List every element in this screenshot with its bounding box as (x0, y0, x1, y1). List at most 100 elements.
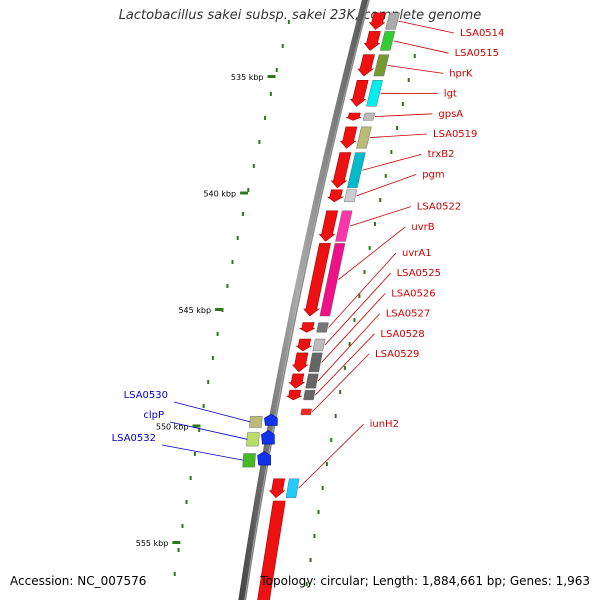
label-leader (374, 113, 433, 118)
label-leader (298, 423, 364, 489)
kbp-tick-label: 545 kbp (178, 306, 211, 315)
guide-dot (384, 174, 387, 178)
cds-arrow-forward (257, 451, 271, 466)
gene-label-pgm[interactable]: pgm (422, 169, 444, 180)
kbp-tick (172, 541, 181, 544)
gene-label-iunh2[interactable]: iunH2 (370, 419, 399, 430)
gene-lsa0514[interactable] (385, 12, 400, 30)
backbone-line (238, 0, 369, 600)
cds-arrow (291, 352, 309, 373)
guide-dot (353, 318, 356, 322)
gene-clpp[interactable] (246, 432, 260, 447)
gene-lsa0529[interactable] (300, 408, 312, 416)
guide-dot (247, 188, 250, 192)
cds-arrow (346, 112, 362, 121)
guide-dot (281, 44, 284, 48)
gene-label-lsa0522[interactable]: LSA0522 (417, 202, 461, 213)
gene-lsa0526[interactable] (308, 352, 323, 373)
kbp-tick-label: 535 kbp (231, 73, 264, 82)
cds-arrow-forward (261, 430, 275, 445)
gene-lgt[interactable] (366, 80, 383, 107)
label-leader (398, 20, 455, 34)
gene-lsa0522[interactable] (335, 210, 353, 242)
cds-arrow-forward (264, 413, 278, 426)
gene-lsa0519[interactable] (356, 126, 372, 149)
guide-dot (325, 462, 328, 466)
cds-arrow (368, 12, 386, 30)
gene-label-lsa0527[interactable]: LSA0527 (386, 309, 430, 320)
gene-label-lsa0514[interactable]: LSA0514 (460, 28, 504, 39)
gene-label-uvra1[interactable]: uvrA1 (402, 248, 432, 259)
guide-dot (396, 126, 399, 130)
cds-arrow (326, 189, 344, 203)
topology-text: Topology: circular; Length: 1,884,661 bp… (260, 574, 590, 588)
gene-label-lgt[interactable]: lgt (444, 89, 457, 100)
label-leader (321, 293, 386, 363)
guide-dot (343, 366, 346, 370)
guide-dot (309, 558, 312, 562)
gene-label-lsa0515[interactable]: LSA0515 (455, 48, 499, 59)
gene-lsa0525[interactable] (312, 338, 326, 352)
label-leader (311, 353, 370, 413)
gene-label-lsa0532[interactable]: LSA0532 (112, 433, 156, 444)
gene-pgm[interactable] (343, 189, 358, 203)
gene-trxb2[interactable] (347, 152, 366, 189)
cds-arrow (339, 126, 358, 149)
cds-arrows (257, 12, 386, 600)
gene-label-hprk[interactable]: hprK (449, 68, 473, 79)
guide-dot (185, 500, 188, 504)
label-leader (387, 64, 444, 74)
gene-label-trxb2[interactable]: trxB2 (428, 149, 455, 160)
gene-label-uvrb[interactable]: uvrB (411, 222, 434, 233)
guide-dot (330, 438, 333, 442)
guide-dot (321, 486, 324, 490)
guide-dot (226, 284, 229, 288)
guide-dot (358, 294, 361, 298)
gene-iunh2[interactable] (285, 478, 300, 498)
guide-dot (189, 476, 192, 480)
label-leader (161, 444, 244, 461)
gene-label-lsa0530[interactable]: LSA0530 (124, 390, 168, 401)
gene-label-lsa0525[interactable]: LSA0525 (397, 268, 441, 279)
label-leader (328, 252, 397, 328)
gene-lsa0530[interactable] (249, 416, 263, 428)
guide-dot (198, 428, 201, 432)
gene-label-gpsa[interactable]: gpsA (438, 109, 463, 120)
guide-dot (339, 390, 342, 394)
gene-label-lsa0526[interactable]: LSA0526 (391, 288, 435, 299)
dotted-guides (173, 20, 416, 586)
guide-dot (379, 198, 382, 202)
gene-lsa0532[interactable] (242, 453, 256, 468)
guide-dot (216, 332, 219, 336)
label-leader (324, 272, 391, 346)
guide-dot (173, 572, 176, 576)
guide-dot (313, 534, 316, 538)
gene-hprk[interactable] (373, 54, 390, 77)
guide-dot (401, 102, 404, 106)
label-leader (315, 333, 375, 396)
gene-lsa0515[interactable] (379, 31, 396, 51)
kbp-tick-label: 550 kbp (156, 423, 189, 432)
guide-dot (231, 260, 234, 264)
gene-label-lsa0528[interactable]: LSA0528 (380, 329, 424, 340)
guide-dot (348, 342, 351, 346)
gene-uvrb[interactable] (319, 243, 346, 317)
gene-lsa0527[interactable] (305, 373, 319, 389)
guide-dot (241, 212, 244, 216)
cds-arrow (363, 31, 381, 51)
gene-lsa0528[interactable] (303, 390, 316, 401)
gene-label-lsa0529[interactable]: LSA0529 (375, 349, 419, 360)
label-leader (362, 153, 422, 171)
cds-arrow (285, 389, 302, 401)
label-leader (369, 133, 428, 138)
gene-gpsa[interactable] (362, 112, 376, 121)
guide-dot (334, 414, 337, 418)
gene-label-clpp[interactable]: clpP (143, 410, 164, 421)
gene-label-lsa0519[interactable]: LSA0519 (433, 129, 477, 140)
cds-arrow (298, 322, 315, 333)
guide-dot (181, 524, 184, 528)
label-leader (356, 174, 417, 197)
gene-uvra1[interactable] (316, 322, 329, 333)
